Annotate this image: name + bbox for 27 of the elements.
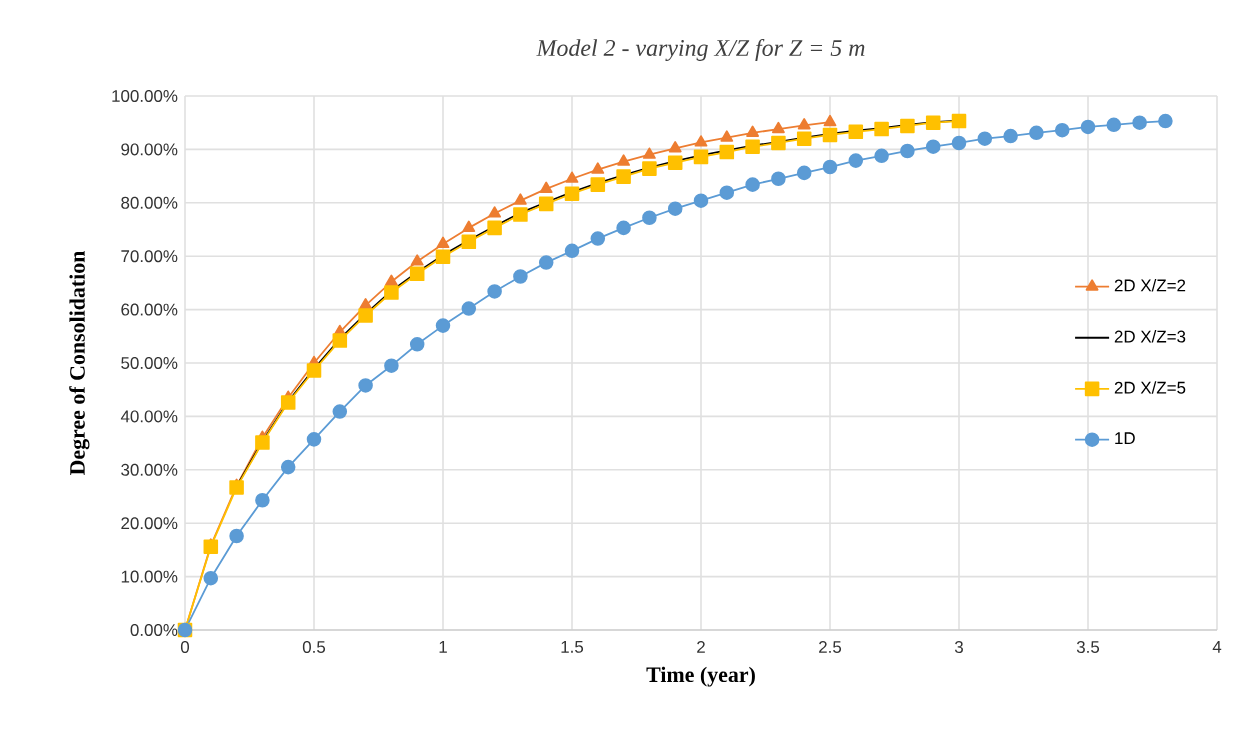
legend-label: 2D X/Z=2 (1114, 278, 1186, 292)
y-tick-label: 90.00% (121, 143, 178, 156)
legend-label: 2D X/Z=5 (1114, 381, 1186, 394)
y-tick-label: 0.00% (130, 624, 178, 636)
x-tick-label: 0.5 (302, 641, 326, 653)
x-tick-label: 1 (439, 641, 447, 653)
x-tick-label: 0 (180, 641, 190, 653)
x-tick-label: 3 (954, 641, 963, 653)
y-tick-label: 20.00% (121, 517, 178, 530)
y-tick-label: 50.00% (121, 357, 178, 369)
y-axis-title: Degree of Consolidation (69, 250, 90, 476)
y-tick-label: 100.00% (112, 90, 178, 102)
y-tick-label: 60.00% (121, 303, 178, 316)
x-axis-title: Time (year) (646, 666, 755, 687)
y-tick-label: 10.00% (121, 570, 178, 583)
x-tick-label: 3.5 (1076, 641, 1100, 653)
x-tick-label: 4 (1212, 641, 1222, 653)
x-tick-label: 2.5 (819, 641, 842, 653)
legend-label: 1D (1115, 432, 1135, 445)
y-tick-label: 40.00% (120, 410, 178, 423)
x-tick-label: 1.5 (561, 641, 584, 653)
chart-title: Model 2 - varying X/Z for Z = 5 m (536, 38, 865, 61)
legend-label: 2D X/Z=3 (1114, 330, 1186, 343)
y-tick-label: 80.00% (121, 196, 178, 209)
y-tick-label: 30.00% (121, 463, 178, 476)
y-tick-label: 70.00% (121, 250, 178, 263)
x-tick-label: 2 (697, 641, 705, 653)
